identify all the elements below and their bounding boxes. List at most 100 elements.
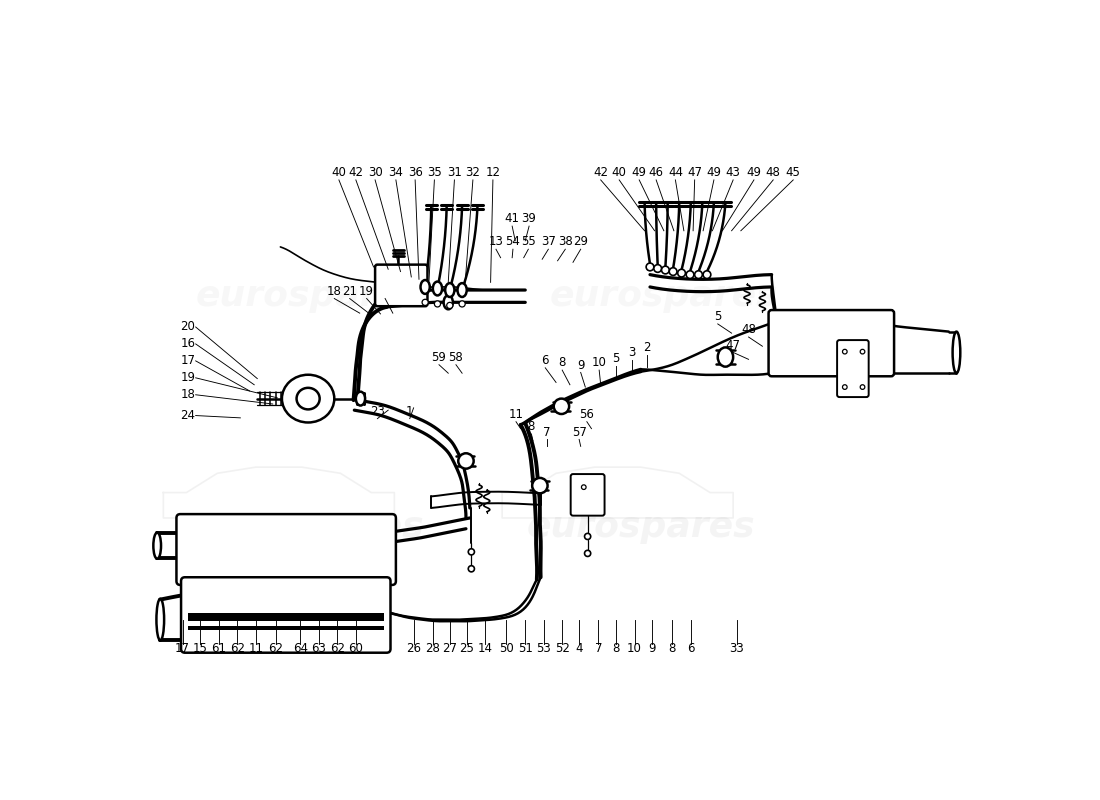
Text: 48: 48: [766, 166, 781, 179]
Ellipse shape: [532, 478, 548, 494]
Circle shape: [661, 266, 669, 274]
Text: 11: 11: [249, 642, 263, 655]
Text: 54: 54: [506, 235, 520, 249]
Text: 14: 14: [477, 642, 493, 655]
Ellipse shape: [717, 347, 734, 366]
FancyBboxPatch shape: [375, 265, 428, 306]
Text: 42: 42: [593, 166, 608, 179]
Text: 2: 2: [644, 341, 651, 354]
Text: 53: 53: [537, 642, 551, 655]
Ellipse shape: [356, 393, 364, 405]
Text: 49: 49: [631, 166, 647, 179]
Text: 63: 63: [311, 642, 327, 655]
Text: 38: 38: [558, 235, 573, 249]
Text: 9: 9: [649, 642, 656, 655]
Text: 62: 62: [330, 642, 345, 655]
Text: 62: 62: [268, 642, 284, 655]
Circle shape: [584, 550, 591, 557]
Text: 57: 57: [572, 426, 586, 438]
Circle shape: [434, 301, 440, 307]
Text: 22: 22: [377, 285, 393, 298]
Text: 49: 49: [706, 166, 722, 179]
Text: 9: 9: [576, 358, 584, 372]
Text: 46: 46: [649, 166, 663, 179]
Circle shape: [843, 385, 847, 390]
Text: 52: 52: [554, 642, 570, 655]
Text: 31: 31: [447, 166, 462, 179]
Ellipse shape: [156, 599, 164, 640]
Ellipse shape: [553, 398, 569, 414]
Text: 48: 48: [741, 323, 756, 336]
Text: 40: 40: [612, 166, 627, 179]
Text: 15: 15: [192, 642, 208, 655]
Text: 37: 37: [541, 235, 556, 249]
Text: 6: 6: [688, 642, 694, 655]
Circle shape: [703, 270, 711, 278]
FancyBboxPatch shape: [176, 514, 396, 585]
Text: 33: 33: [729, 642, 745, 655]
Text: eurospares: eurospares: [196, 279, 424, 314]
Circle shape: [860, 385, 865, 390]
Text: 39: 39: [521, 212, 537, 226]
FancyBboxPatch shape: [837, 340, 869, 397]
Text: 51: 51: [518, 642, 532, 655]
Text: 18: 18: [327, 285, 342, 298]
Text: 47: 47: [688, 166, 702, 179]
Ellipse shape: [443, 295, 453, 310]
Ellipse shape: [432, 282, 442, 295]
Circle shape: [469, 566, 474, 572]
Ellipse shape: [458, 283, 466, 297]
Bar: [188, 626, 384, 630]
Text: eurospares: eurospares: [527, 510, 755, 544]
Text: 41: 41: [505, 212, 519, 226]
Ellipse shape: [953, 332, 960, 373]
Text: 8: 8: [559, 356, 565, 370]
Ellipse shape: [153, 533, 161, 558]
Text: 12: 12: [485, 166, 501, 179]
Text: 18: 18: [180, 388, 196, 402]
Text: 60: 60: [349, 642, 363, 655]
Bar: [188, 614, 384, 621]
Text: 6: 6: [541, 354, 549, 367]
Text: 61: 61: [211, 642, 227, 655]
Text: 10: 10: [627, 642, 642, 655]
Text: 29: 29: [573, 235, 588, 249]
Text: eurospares: eurospares: [550, 279, 778, 314]
Text: 4: 4: [575, 642, 583, 655]
Text: 21: 21: [342, 285, 358, 298]
Circle shape: [860, 350, 865, 354]
Ellipse shape: [420, 280, 430, 294]
Text: 25: 25: [460, 642, 474, 655]
Circle shape: [459, 301, 465, 307]
Text: 26: 26: [406, 642, 421, 655]
Circle shape: [653, 265, 661, 272]
Text: 1: 1: [406, 405, 414, 418]
Text: 62: 62: [230, 642, 245, 655]
Text: 5: 5: [714, 310, 722, 323]
Ellipse shape: [355, 392, 365, 406]
Text: 32: 32: [465, 166, 481, 179]
Text: 5: 5: [613, 353, 619, 366]
Text: 8: 8: [613, 642, 619, 655]
Text: 47: 47: [726, 338, 740, 352]
Text: 30: 30: [367, 166, 383, 179]
Text: 23: 23: [370, 405, 385, 418]
Text: 19: 19: [359, 285, 374, 298]
Text: 34: 34: [388, 166, 404, 179]
Text: 7: 7: [543, 426, 551, 438]
Text: 64: 64: [293, 642, 308, 655]
Text: 59: 59: [431, 351, 447, 364]
Text: 40: 40: [331, 166, 346, 179]
Ellipse shape: [459, 454, 474, 469]
Circle shape: [469, 549, 474, 555]
Text: 10: 10: [592, 356, 606, 370]
FancyBboxPatch shape: [769, 310, 894, 376]
Ellipse shape: [282, 374, 334, 422]
Text: 42: 42: [349, 166, 363, 179]
Text: 43: 43: [726, 166, 740, 179]
Text: 8: 8: [528, 420, 535, 434]
Circle shape: [584, 534, 591, 539]
Text: 45: 45: [785, 166, 801, 179]
Ellipse shape: [297, 388, 320, 410]
Text: 49: 49: [747, 166, 761, 179]
